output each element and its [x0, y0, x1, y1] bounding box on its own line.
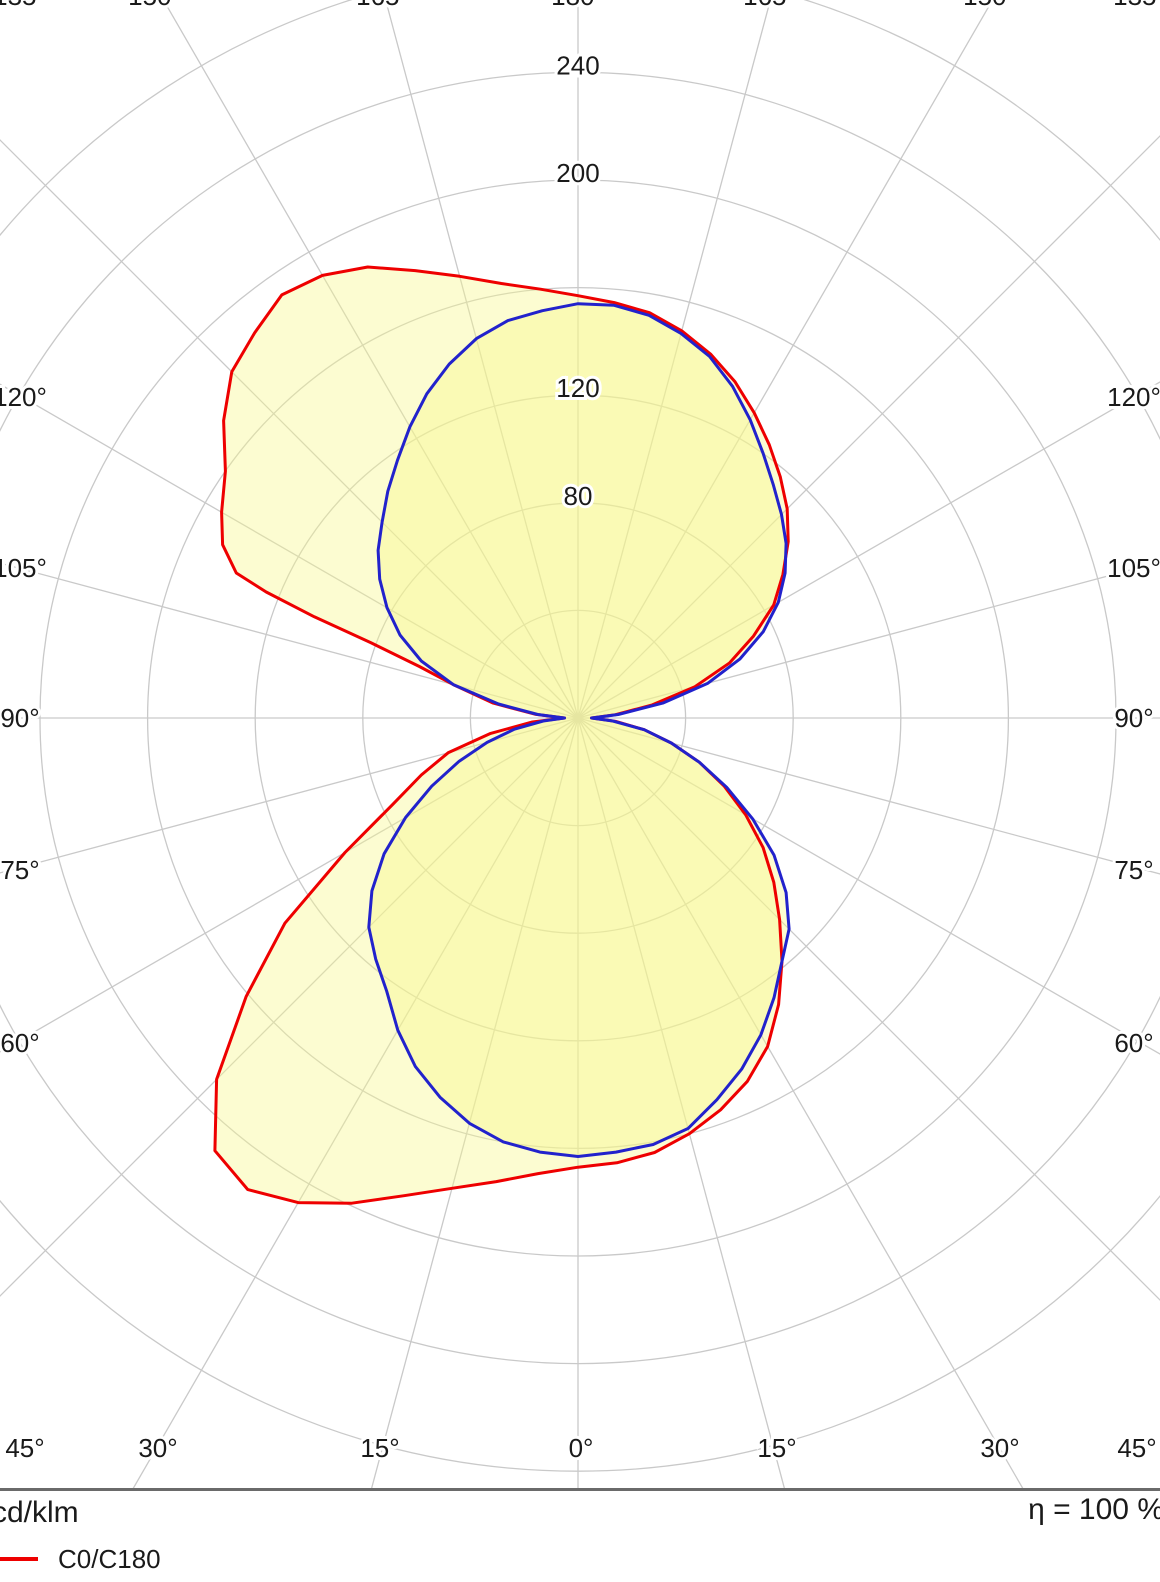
angle-label-right: 105° — [1107, 553, 1160, 583]
angle-label-right: 90° — [1114, 703, 1153, 733]
efficiency-label: η = 100 % — [1028, 1493, 1160, 1526]
angle-label-right: 120° — [1107, 382, 1160, 412]
angle-label-right: 60° — [1114, 1028, 1153, 1058]
angle-label-top: 135° — [0, 0, 47, 11]
angle-label-left: 90° — [0, 703, 39, 733]
ring-value-label: 80 — [564, 481, 593, 511]
angle-label-left: 120° — [0, 382, 47, 412]
footer-separator-line — [0, 1488, 1160, 1491]
legend-swatch-red-line — [0, 1557, 38, 1561]
legend: C0/C180 C90/C270 — [0, 1543, 175, 1582]
angle-label-bottom: 45° — [5, 1433, 44, 1463]
ring-value-label: 200 — [556, 158, 599, 188]
angle-label-bottom: 30° — [980, 1433, 1019, 1463]
angle-label-top: 150° — [128, 0, 182, 11]
angle-label-left: 60° — [0, 1028, 39, 1058]
angle-label-bottom: 15° — [757, 1433, 796, 1463]
polar-intensity-chart: 80 120 200 240 135° 150° 165° 180° 165° 150° 135° 4… — [0, 0, 1160, 1488]
angle-label-bottom: 30° — [138, 1433, 177, 1463]
ring-value-label: 120 — [556, 373, 599, 403]
legend-item-c0-c180: C0/C180 — [0, 1543, 175, 1574]
angle-label-bottom: 15° — [360, 1433, 399, 1463]
angle-label-bottom: 45° — [1117, 1433, 1156, 1463]
angle-label-top: 165° — [743, 0, 797, 11]
angle-label-top: 135° — [1113, 0, 1160, 11]
angle-label-top: 165° — [356, 0, 410, 11]
angle-label-left: 75° — [0, 855, 39, 885]
legend-label: C90/C270 — [58, 1579, 175, 1582]
legend-item-c90-c270: C90/C270 — [0, 1579, 175, 1582]
angle-label-top: 150° — [963, 0, 1017, 11]
angle-label-bottom: 0° — [569, 1433, 594, 1463]
angle-label-right: 75° — [1114, 855, 1153, 885]
legend-label: C0/C180 — [58, 1543, 161, 1574]
ring-value-label: 240 — [556, 50, 599, 80]
angle-label-top: 180° — [551, 0, 605, 11]
angle-label-left: 105° — [0, 553, 47, 583]
unit-label: cd/klm — [0, 1496, 79, 1529]
